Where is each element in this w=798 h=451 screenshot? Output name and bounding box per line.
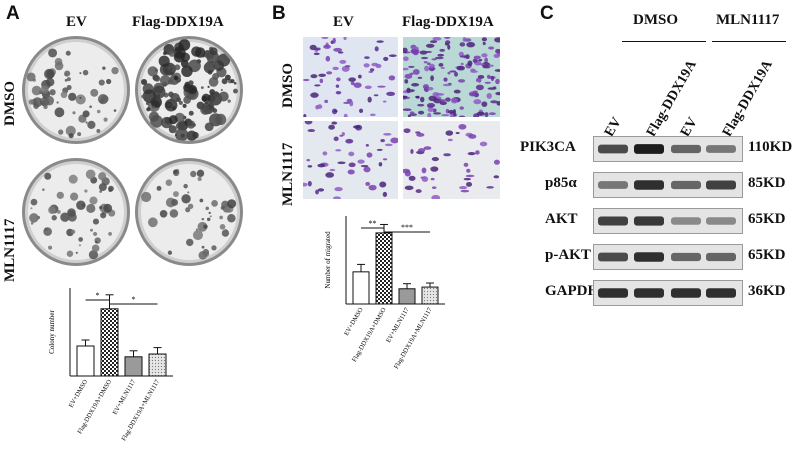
blot-band-3-1 [598, 216, 628, 226]
blot-band-2-4 [706, 180, 736, 190]
migration-image-ev-mln1117 [303, 121, 398, 199]
colony-sig-mark-2: * [132, 295, 136, 304]
blot-protein-label-4: p-AKT [545, 247, 591, 263]
blot-band-1-2 [634, 144, 664, 154]
blot-band-5-2 [634, 288, 664, 298]
blot-size-label-2: 85KD [748, 175, 786, 191]
colony-dish-ev-dmso [22, 36, 130, 144]
blot-band-3-4 [706, 217, 736, 225]
blot-band-5-4 [706, 288, 736, 298]
colony-sig-mark-1: * [96, 291, 100, 300]
colony-dish-flag-dmso [135, 36, 243, 144]
colony-ylabel: Colony number [48, 309, 56, 353]
migration-ylabel: Number of migrated [324, 231, 332, 289]
blot-strip-2 [593, 172, 743, 198]
blot-band-5-1 [598, 288, 628, 298]
panel-b-col-flag: Flag-DDX19A [402, 14, 494, 30]
group-line-mln1117 [712, 41, 786, 42]
blot-band-1-4 [706, 145, 736, 153]
colony-bar-3 [124, 356, 143, 377]
colony-category-1: EV+DMSO [68, 378, 90, 409]
colony-category-3: EV+MLN1117 [112, 378, 138, 416]
blot-strip-1 [593, 136, 743, 162]
blot-band-4-1 [598, 252, 628, 262]
migration-image-ev-dmso [303, 37, 398, 117]
migration-bar-3 [398, 288, 416, 305]
blot-band-1-3 [671, 144, 701, 154]
migration-sig-mark-1: ** [369, 219, 377, 228]
panel-b-row-dmso: DMSO [280, 63, 296, 108]
blot-size-label-4: 65KD [748, 247, 786, 263]
migration-category-3: EV+MLN1117 [385, 306, 411, 344]
panel-a-col-ev: EV [66, 14, 87, 30]
lane-label-4: Flag-DDX19A [720, 57, 776, 140]
migration-image-flag-dmso [403, 37, 500, 117]
blot-strip-4 [593, 244, 743, 270]
blot-protein-label-2: p85α [545, 175, 577, 191]
blot-band-2-1 [598, 181, 628, 189]
panel-a-letter: A [6, 3, 20, 24]
blot-band-2-2 [634, 180, 664, 190]
blot-size-label-1: 110KD [748, 139, 793, 155]
migration-image-flag-mln1117 [403, 121, 500, 199]
group-line-dmso [622, 41, 706, 42]
migration-sig-mark-2: *** [401, 223, 413, 232]
blot-size-label-5: 36KD [748, 283, 786, 299]
panel-c-group-dmso: DMSO [633, 12, 678, 28]
colony-dish-flag-mln1117 [135, 158, 243, 266]
colony-number-chart-svg: Colony numberEV+DMSOFlag-DDX19A+DMSOEV+M… [48, 288, 173, 442]
migration-number-chart: Number of migrated EV+DMSO Flag-DDX19A+DMS… [318, 206, 478, 374]
blot-band-4-4 [706, 252, 736, 262]
blot-size-label-3: 65KD [748, 211, 786, 227]
blot-strip-5 [593, 280, 743, 306]
panel-b-letter: B [272, 3, 286, 24]
colony-dish-ev-mln1117 [22, 158, 130, 266]
panel-a-row-dmso: DMSO [2, 81, 18, 126]
blot-protein-label-5: GAPDH [545, 283, 600, 299]
blot-strip-3 [593, 208, 743, 234]
migration-bar-4 [421, 286, 439, 305]
blot-band-4-3 [671, 252, 701, 262]
migration-bar-1 [352, 271, 370, 305]
blot-band-1-1 [598, 144, 628, 154]
panel-a-col-flag: Flag-DDX19A [132, 14, 224, 30]
panel-a-row-mln1117: MLN1117 [2, 218, 18, 282]
migration-number-chart-svg: Number of migratedEV+DMSOFlag-DDX19A+DMS… [324, 216, 445, 370]
colony-bar-2 [100, 308, 119, 377]
blot-band-3-2 [634, 216, 664, 226]
blot-band-2-3 [671, 180, 701, 190]
migration-category-1: EV+DMSO [343, 306, 365, 337]
blot-protein-label-3: AKT [545, 211, 578, 227]
panel-c-letter: C [540, 3, 554, 24]
panel-b-col-ev: EV [333, 14, 354, 30]
panel-c-group-mln1117: MLN1117 [716, 12, 780, 28]
panel-b-row-mln1117: MLN1117 [280, 142, 296, 206]
migration-bar-2 [375, 232, 393, 305]
colony-bar-1 [76, 345, 95, 377]
colony-bar-4 [148, 353, 167, 377]
blot-band-5-3 [671, 288, 701, 298]
blot-band-4-2 [634, 252, 664, 262]
blot-band-3-3 [671, 217, 701, 225]
blot-protein-label-1: PIK3CA [520, 139, 576, 155]
colony-number-chart: Colony number EV+DMSO Flag-DDX19A+DMSO EV+M… [40, 278, 215, 446]
